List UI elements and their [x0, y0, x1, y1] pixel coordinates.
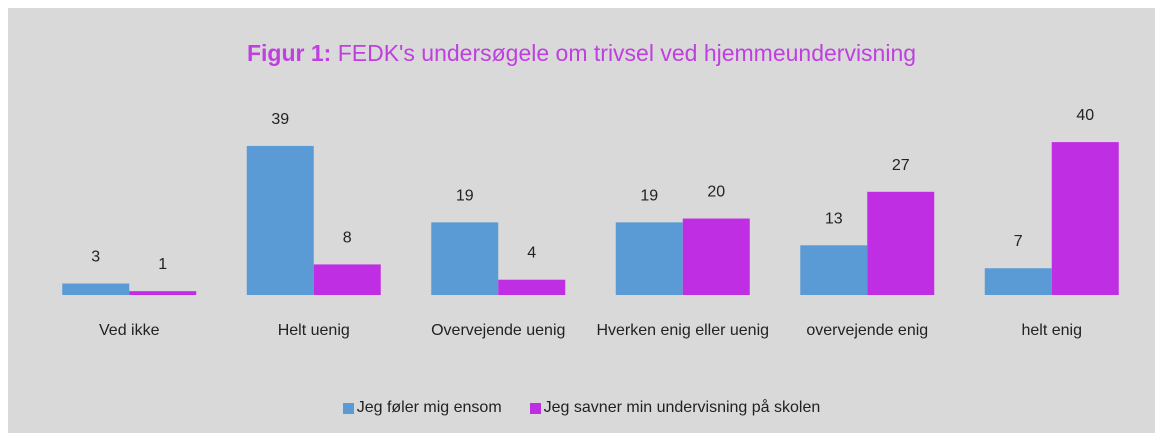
data-label: 19: [640, 187, 658, 204]
bar: [129, 291, 197, 295]
bar: [984, 268, 1052, 295]
legend-item: Jeg føler mig ensom: [342, 399, 502, 417]
legend-swatch: [342, 402, 354, 414]
bar: [246, 145, 314, 295]
data-label: 1: [158, 256, 167, 273]
x-tick-label: Hverken enig eller uenig: [596, 322, 770, 339]
legend: Jeg føler mig ensom Jeg savner min underv…: [8, 399, 1155, 419]
legend-swatch: [529, 402, 541, 414]
data-label: 4: [527, 245, 536, 262]
data-label: 8: [343, 229, 352, 246]
chart-background: [8, 8, 1155, 433]
data-label: 3: [91, 249, 100, 266]
data-label: 39: [271, 111, 289, 128]
legend-label: Jeg savner min undervisning på skolen: [543, 399, 821, 416]
bar: [682, 218, 750, 295]
bar: [800, 245, 868, 295]
x-tick-label: Overvejende uenig: [431, 322, 566, 339]
legend-label: Jeg føler mig ensom: [356, 399, 502, 416]
bar: [313, 264, 381, 295]
data-label: 20: [707, 184, 725, 201]
x-tick-label: helt enig: [1021, 322, 1083, 339]
title-text: FEDK's undersøgele om trivsel ved hjemme…: [337, 40, 917, 66]
bar: [62, 283, 130, 295]
data-label: 27: [892, 157, 910, 174]
x-tick-label: Ved ikke: [99, 322, 160, 339]
bar: [1051, 142, 1119, 295]
legend-item: Jeg savner min undervisning på skolen: [529, 399, 821, 417]
data-label: 19: [456, 187, 474, 204]
data-label: 7: [1014, 233, 1023, 250]
data-label: 13: [825, 210, 843, 227]
data-label: 40: [1076, 107, 1094, 124]
x-tick-label: Helt uenig: [277, 322, 350, 339]
x-tick-label: overvejende enig: [806, 322, 929, 339]
bar: [431, 222, 499, 295]
title-label: Figur 1:: [246, 40, 332, 66]
chart-title: Figur 1: FEDK's undersøgele om trivsel v…: [8, 40, 1155, 67]
bar: [615, 222, 683, 295]
bar: [498, 279, 566, 295]
bar: [867, 191, 935, 295]
